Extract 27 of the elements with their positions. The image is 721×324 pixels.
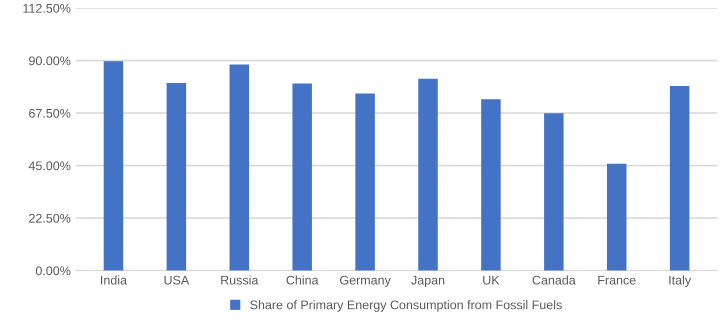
x-tick-label: Germany — [340, 276, 391, 288]
bar — [355, 93, 375, 271]
x-tick-label: USA — [164, 276, 190, 285]
legend-label: Share of Primary Energy Consumption from Fossil Fuels — [250, 300, 562, 312]
bar — [481, 99, 501, 271]
bar — [166, 82, 186, 271]
y-tick-label: 90.00% — [29, 56, 70, 66]
x-tick-label: China — [286, 275, 319, 285]
bar — [670, 86, 690, 271]
bar — [606, 164, 626, 271]
y-tick-label: 0.00% — [36, 266, 70, 276]
y-tick-label: 22.50% — [29, 214, 70, 223]
y-tick-label: 112.50% — [23, 4, 70, 13]
y-tick-label: 45.00% — [28, 161, 70, 170]
y-tick-label: 67.50% — [29, 108, 70, 118]
bar — [418, 78, 438, 271]
x-tick-label: Canada — [532, 275, 576, 285]
x-tick-label: France — [598, 276, 636, 285]
x-tick-label: India — [101, 275, 128, 285]
x-tick-label: Italy — [669, 275, 692, 288]
x-tick-label: Japan — [411, 276, 444, 288]
bar — [292, 83, 312, 271]
bar — [104, 61, 124, 271]
bar — [544, 113, 564, 271]
bar — [230, 64, 250, 271]
x-tick-label: Russia — [221, 275, 258, 285]
x-tick-label: UK — [483, 276, 500, 285]
